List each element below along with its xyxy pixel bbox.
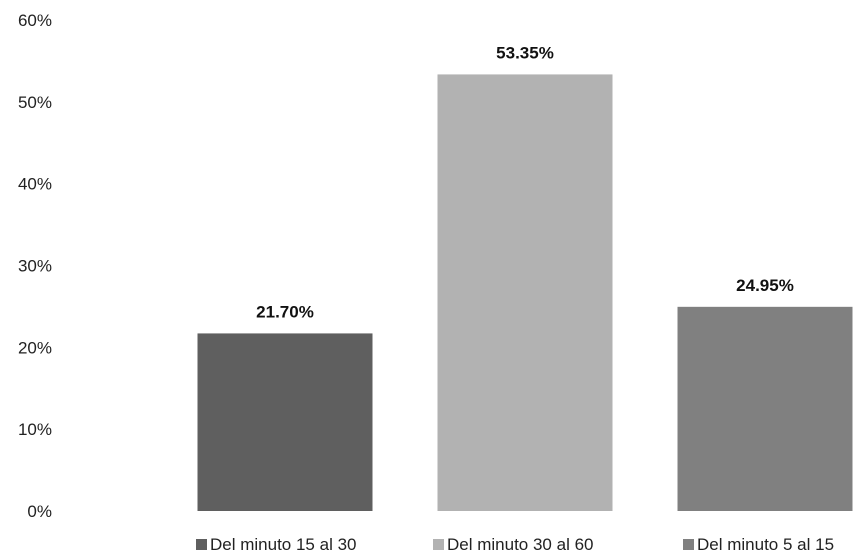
data-label-2: 53.35% — [496, 43, 554, 62]
legend-swatch — [196, 539, 207, 550]
y-tick-label: 60% — [18, 11, 52, 30]
y-tick-label: 40% — [18, 175, 52, 194]
bar-2 — [437, 74, 613, 512]
y-tick-label: 10% — [18, 420, 52, 439]
y-tick-label: 30% — [18, 257, 52, 276]
legend: Del minuto 15 al 30 Del minuto 30 al 60 De… — [196, 535, 834, 554]
data-label-1: 21.70% — [256, 302, 314, 321]
y-tick-label: 20% — [18, 338, 52, 357]
legend-label: Del minuto 30 al 60 — [447, 535, 593, 554]
legend-swatch — [433, 539, 444, 550]
legend-item-2: Del minuto 30 al 60 — [433, 535, 593, 554]
bar-3 — [677, 306, 853, 511]
data-labels: 21.70% 53.35% 24.95% — [256, 43, 794, 321]
legend-swatch — [683, 539, 694, 550]
bar-1 — [197, 333, 373, 511]
data-label-3: 24.95% — [736, 276, 794, 295]
y-tick-label: 50% — [18, 93, 52, 112]
y-tick-label: 0% — [27, 502, 52, 521]
legend-item-3: Del minuto 5 al 15 — [683, 535, 834, 554]
legend-label: Del minuto 15 al 30 — [210, 535, 356, 554]
y-axis: 0% 10% 20% 30% 40% 50% 60% — [18, 11, 52, 521]
bars — [197, 74, 853, 512]
legend-item-1: Del minuto 15 al 30 — [196, 535, 356, 554]
legend-label: Del minuto 5 al 15 — [697, 535, 834, 554]
